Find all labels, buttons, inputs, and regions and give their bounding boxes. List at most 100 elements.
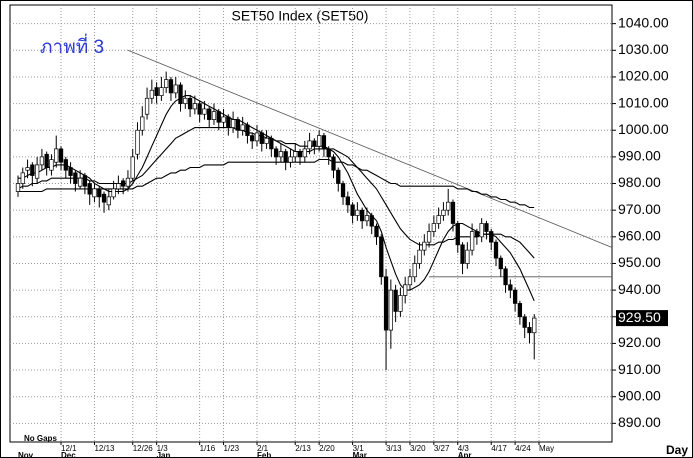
y-tick-label: 990.00 bbox=[618, 148, 661, 164]
candle-body bbox=[369, 215, 374, 227]
candle-body bbox=[393, 289, 398, 312]
candle-body bbox=[264, 137, 269, 144]
candle-body bbox=[240, 124, 245, 131]
candle-body bbox=[307, 140, 312, 150]
y-tick-label: 910.00 bbox=[618, 361, 661, 377]
candle-body bbox=[111, 188, 116, 198]
candle-body bbox=[54, 148, 59, 163]
candle-body bbox=[73, 172, 78, 184]
note: No Gaps bbox=[24, 434, 57, 443]
candle-body bbox=[422, 241, 427, 251]
candle-body bbox=[130, 156, 135, 179]
candle-body bbox=[211, 111, 217, 120]
y-tick-label: 1000.00 bbox=[618, 121, 669, 137]
candle-body bbox=[49, 159, 54, 171]
candle-body bbox=[364, 215, 370, 222]
candle-body bbox=[82, 175, 88, 187]
x-tick-label: 3/13 bbox=[386, 444, 402, 453]
candle-body bbox=[316, 135, 322, 147]
month-label: Apr bbox=[458, 451, 472, 458]
candle-body bbox=[226, 116, 231, 128]
candle-body bbox=[216, 111, 221, 123]
candle-body bbox=[412, 263, 417, 278]
candle-body bbox=[417, 249, 422, 264]
candle-body bbox=[436, 215, 441, 224]
candle-body bbox=[149, 89, 154, 99]
candle-body bbox=[39, 156, 45, 166]
x-tick-label: 2/13 bbox=[295, 444, 311, 453]
y-tick-label: 1010.00 bbox=[618, 94, 669, 110]
candle-body bbox=[450, 201, 456, 224]
candle-body bbox=[336, 169, 341, 184]
candle-body bbox=[441, 209, 446, 216]
candle-body bbox=[101, 193, 107, 203]
x-tick-label: 2/20 bbox=[319, 444, 335, 453]
candle-body bbox=[178, 84, 183, 104]
candle-body bbox=[512, 289, 518, 304]
candle-body bbox=[503, 268, 508, 286]
x-tick-label: May bbox=[539, 444, 554, 453]
candle-body bbox=[125, 177, 131, 187]
candle-body bbox=[77, 177, 83, 187]
last-price-box bbox=[616, 310, 668, 327]
candle-body bbox=[522, 316, 527, 328]
chart-title: SET50 Index (SET50) bbox=[232, 8, 369, 24]
candle-body bbox=[431, 223, 437, 232]
last-price-label: 929.50 bbox=[618, 309, 661, 325]
candle-body bbox=[302, 148, 307, 158]
candle-body bbox=[183, 97, 188, 104]
candle-body bbox=[121, 180, 126, 187]
candle-body bbox=[259, 132, 264, 144]
candle-body bbox=[144, 97, 150, 115]
candle-body bbox=[58, 148, 64, 163]
candle-body bbox=[331, 156, 336, 171]
candle-body bbox=[283, 151, 288, 163]
y-tick-label: 960.00 bbox=[618, 228, 661, 244]
candle-body bbox=[355, 209, 360, 216]
candle-body bbox=[340, 183, 346, 198]
candle-body bbox=[465, 249, 470, 264]
x-axis-label: Day bbox=[666, 443, 688, 457]
ma-line bbox=[17, 127, 535, 259]
candle-body bbox=[92, 188, 97, 198]
candle-body bbox=[116, 183, 121, 190]
x-tick-label: 1/16 bbox=[200, 444, 216, 453]
candle-body bbox=[159, 87, 164, 96]
month-label: Nov bbox=[18, 451, 34, 458]
y-tick-label: 890.00 bbox=[618, 414, 661, 430]
candle-body bbox=[508, 284, 513, 291]
candle-body bbox=[474, 231, 480, 238]
x-tick-label: 12/26 bbox=[133, 444, 154, 453]
candle-body bbox=[154, 87, 159, 96]
y-tick-label: 950.00 bbox=[618, 254, 661, 270]
x-tick-label: 4/24 bbox=[515, 444, 531, 453]
candle-body bbox=[68, 167, 73, 176]
candle-body bbox=[273, 148, 279, 158]
candle-body bbox=[388, 289, 393, 331]
x-tick-label: 4/3 bbox=[458, 444, 470, 453]
candle-body bbox=[288, 156, 293, 163]
x-tick-label: 12/13 bbox=[94, 444, 115, 453]
x-tick-label: 1/3 bbox=[157, 444, 169, 453]
y-tick-label: 1020.00 bbox=[618, 68, 669, 84]
plot-area bbox=[9, 4, 613, 443]
month-label: Dec bbox=[61, 451, 76, 458]
candle-body bbox=[187, 97, 193, 110]
candle-body bbox=[398, 295, 403, 312]
candle-body bbox=[446, 201, 451, 211]
candle-body bbox=[202, 108, 207, 115]
x-tick-label: 12/1 bbox=[61, 444, 77, 453]
y-tick-label: 1040.00 bbox=[618, 14, 669, 30]
candle-body bbox=[207, 108, 212, 120]
candle-body bbox=[140, 116, 145, 131]
candle-body bbox=[20, 172, 25, 184]
y-tick-label: 980.00 bbox=[618, 174, 661, 190]
candle-body bbox=[455, 223, 460, 246]
candle-body bbox=[479, 223, 484, 238]
candle-body bbox=[135, 129, 140, 155]
candle-body bbox=[345, 196, 350, 206]
candle-body bbox=[87, 183, 92, 195]
candle-body bbox=[254, 132, 260, 142]
x-tick-label: 3/1 bbox=[353, 444, 365, 453]
